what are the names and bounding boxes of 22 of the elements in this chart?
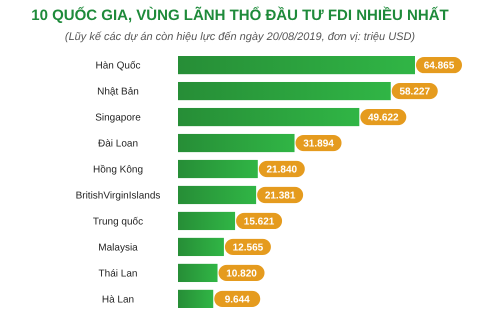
chart-title: 10 QUỐC GIA, VÙNG LÃNH THỔ ĐẦU TƯ FDI NHIỀU NHẤT xyxy=(31,6,449,24)
y-tick-label: Hàn Quốc xyxy=(95,60,141,72)
data-label: 9.644 xyxy=(224,294,250,306)
y-tick-label: Nhật Bản xyxy=(97,86,139,98)
data-label: 31.894 xyxy=(303,138,334,150)
data-label: 58.227 xyxy=(399,86,430,98)
y-tick-label: Malaysia xyxy=(98,242,138,254)
y-tick-label: Trung quốc xyxy=(92,216,144,228)
data-label: 15.621 xyxy=(244,216,275,228)
y-tick-label: Đài Loan xyxy=(98,138,138,150)
y-tick-label: Hồng Kông xyxy=(92,164,144,176)
data-label: 49.622 xyxy=(368,112,400,124)
y-tick-label: Thái Lan xyxy=(98,268,138,280)
data-label: 10.820 xyxy=(226,268,258,280)
y-tick-label: BritishVirginIslands xyxy=(76,190,160,202)
data-label: 64.865 xyxy=(424,60,455,72)
data-label: 12.565 xyxy=(232,242,264,254)
y-tick-label: Singapore xyxy=(95,112,142,124)
data-label: 21.840 xyxy=(266,164,298,176)
data-label: 21.381 xyxy=(264,190,296,202)
chart-subtitle: (Lũy kế các dự án còn hiệu lực đến ngày 20/08/2019, đơn vị: triệu USD) xyxy=(64,31,416,43)
y-tick-label: Hà Lan xyxy=(102,294,134,306)
